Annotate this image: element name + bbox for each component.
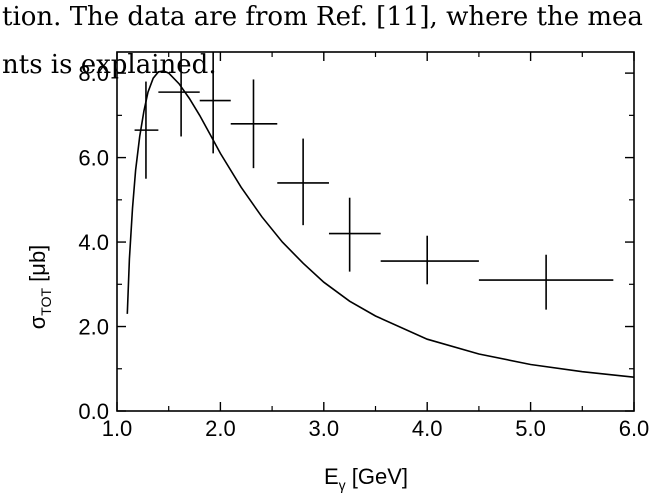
- data-point: [328, 197, 381, 272]
- data-point: [277, 138, 329, 226]
- x-axis-label-main: E: [324, 464, 339, 489]
- x-tick-label: 5.0: [515, 416, 546, 441]
- data-point: [230, 79, 278, 169]
- data-point: [478, 254, 614, 310]
- x-tick-label: 3.0: [309, 416, 340, 441]
- y-axis-label-main: σ: [25, 315, 50, 329]
- y-tick-label: 8.0: [78, 61, 109, 86]
- y-axis-label-sub: TOT: [38, 288, 54, 316]
- theory-curve: [126, 70, 635, 378]
- y-tick-label: 0.0: [78, 399, 109, 424]
- data-point: [199, 52, 231, 154]
- y-tick-label: 6.0: [78, 146, 109, 171]
- plot-area: 1.0 2.0 3.0 4.0 5.0 6.0 0.0 2.0 4.0 6.0 8.0: [78, 51, 650, 441]
- x-tick-label: 1.0: [102, 416, 133, 441]
- x-tick-label: 2.0: [205, 416, 236, 441]
- data-points: [134, 52, 614, 310]
- x-axis-label: Eγ [GeV]: [324, 464, 408, 493]
- x-axis-label-sub: γ: [339, 477, 346, 493]
- caption-line-1: tion. The data are from Ref. [11], where…: [2, 2, 643, 32]
- data-point: [158, 52, 200, 137]
- y-tick-label: 2.0: [78, 315, 109, 340]
- caption-line-2: nts is explained.: [2, 50, 217, 80]
- y-axis: 0.0 2.0 4.0 6.0 8.0: [78, 61, 634, 424]
- data-point: [380, 235, 479, 285]
- x-tick-label: 4.0: [412, 416, 443, 441]
- x-axis: 1.0 2.0 3.0 4.0 5.0 6.0: [102, 52, 650, 441]
- data-point: [134, 81, 159, 179]
- x-axis-label-unit: [GeV]: [346, 464, 408, 489]
- theory-curve-line: [126, 70, 635, 378]
- y-tick-label: 4.0: [78, 230, 109, 255]
- y-axis-label: σTOT [μb]: [25, 245, 54, 330]
- x-tick-label: 6.0: [619, 416, 650, 441]
- y-axis-label-unit: [μb]: [25, 245, 50, 288]
